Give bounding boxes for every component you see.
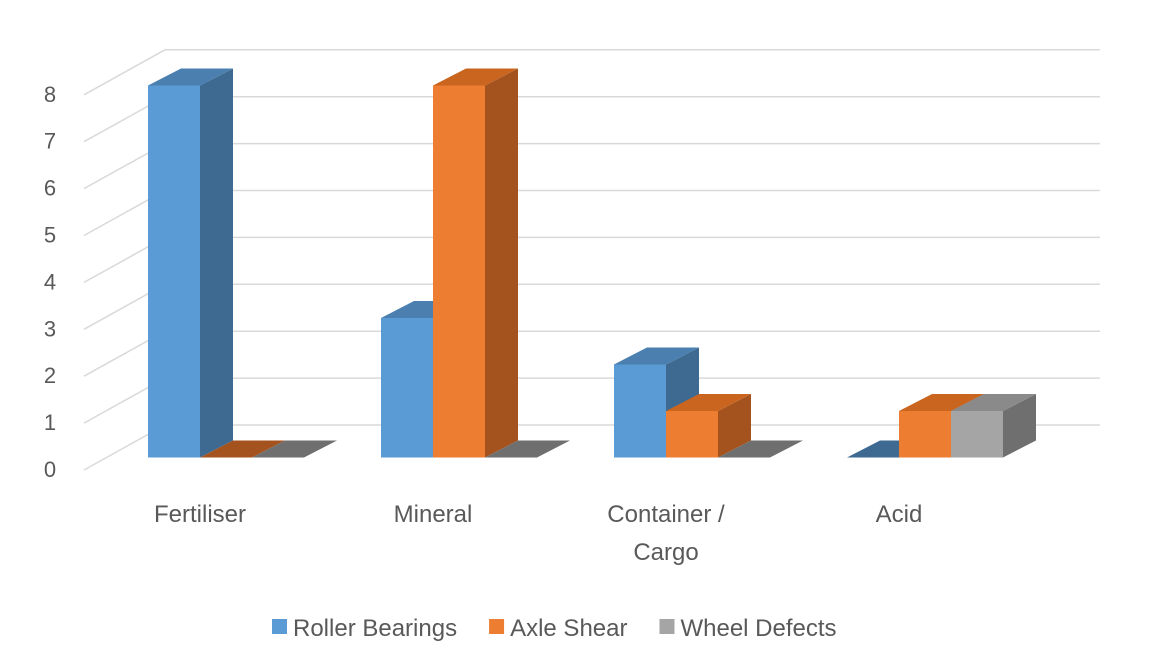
- x-category-label: Fertiliser: [154, 501, 246, 528]
- y-tick-label: 8: [44, 82, 56, 107]
- x-category-label: Cargo: [633, 539, 698, 566]
- bar-top: [433, 68, 518, 86]
- bar-top: [666, 394, 751, 411]
- bar-roller-bearings: [148, 85, 200, 458]
- bar-wheel-defects-zero: [252, 440, 337, 458]
- bar-axle-shear-zero: [200, 440, 285, 458]
- bar-top: [148, 68, 233, 86]
- bar-top: [614, 347, 699, 365]
- bar-side: [485, 68, 518, 458]
- y-tick-label: 3: [44, 316, 56, 341]
- bar-side: [200, 68, 233, 458]
- y-tick-label: 1: [44, 410, 56, 435]
- bar-top: [951, 394, 1036, 411]
- legend-swatch: [272, 619, 287, 634]
- bar-axle-shear: [666, 411, 718, 458]
- x-category-label: Container /: [607, 501, 725, 528]
- bar-side: [1003, 394, 1036, 458]
- bar-axle-shear: [899, 411, 951, 458]
- bar-wheel-defects: [951, 411, 1003, 458]
- bar-wheel-defects-zero: [718, 440, 803, 458]
- y-tick-label: 4: [44, 269, 56, 294]
- bar-top: [899, 394, 984, 411]
- bar-roller-bearings: [614, 364, 666, 458]
- gridline-floor-tick: [83, 49, 166, 96]
- y-tick-label: 7: [44, 129, 56, 154]
- legend-swatch: [659, 619, 675, 634]
- x-category-label: Acid: [876, 501, 923, 528]
- y-tick-label: 6: [44, 176, 56, 201]
- legend-swatch: [489, 619, 505, 634]
- legend-label: Axle Shear: [510, 615, 627, 642]
- y-tick-label: 2: [44, 363, 56, 388]
- legend-label: Wheel Defects: [680, 615, 836, 642]
- y-tick-label: 0: [44, 457, 56, 482]
- legend-label: Roller Bearings: [293, 615, 457, 642]
- bar-roller-bearings: [381, 318, 433, 458]
- y-tick-label: 5: [44, 223, 56, 248]
- bar-wheel-defects-zero: [485, 440, 570, 458]
- bar-side: [718, 394, 751, 458]
- bar-axle-shear: [433, 85, 485, 458]
- x-category-label: Mineral: [394, 501, 473, 528]
